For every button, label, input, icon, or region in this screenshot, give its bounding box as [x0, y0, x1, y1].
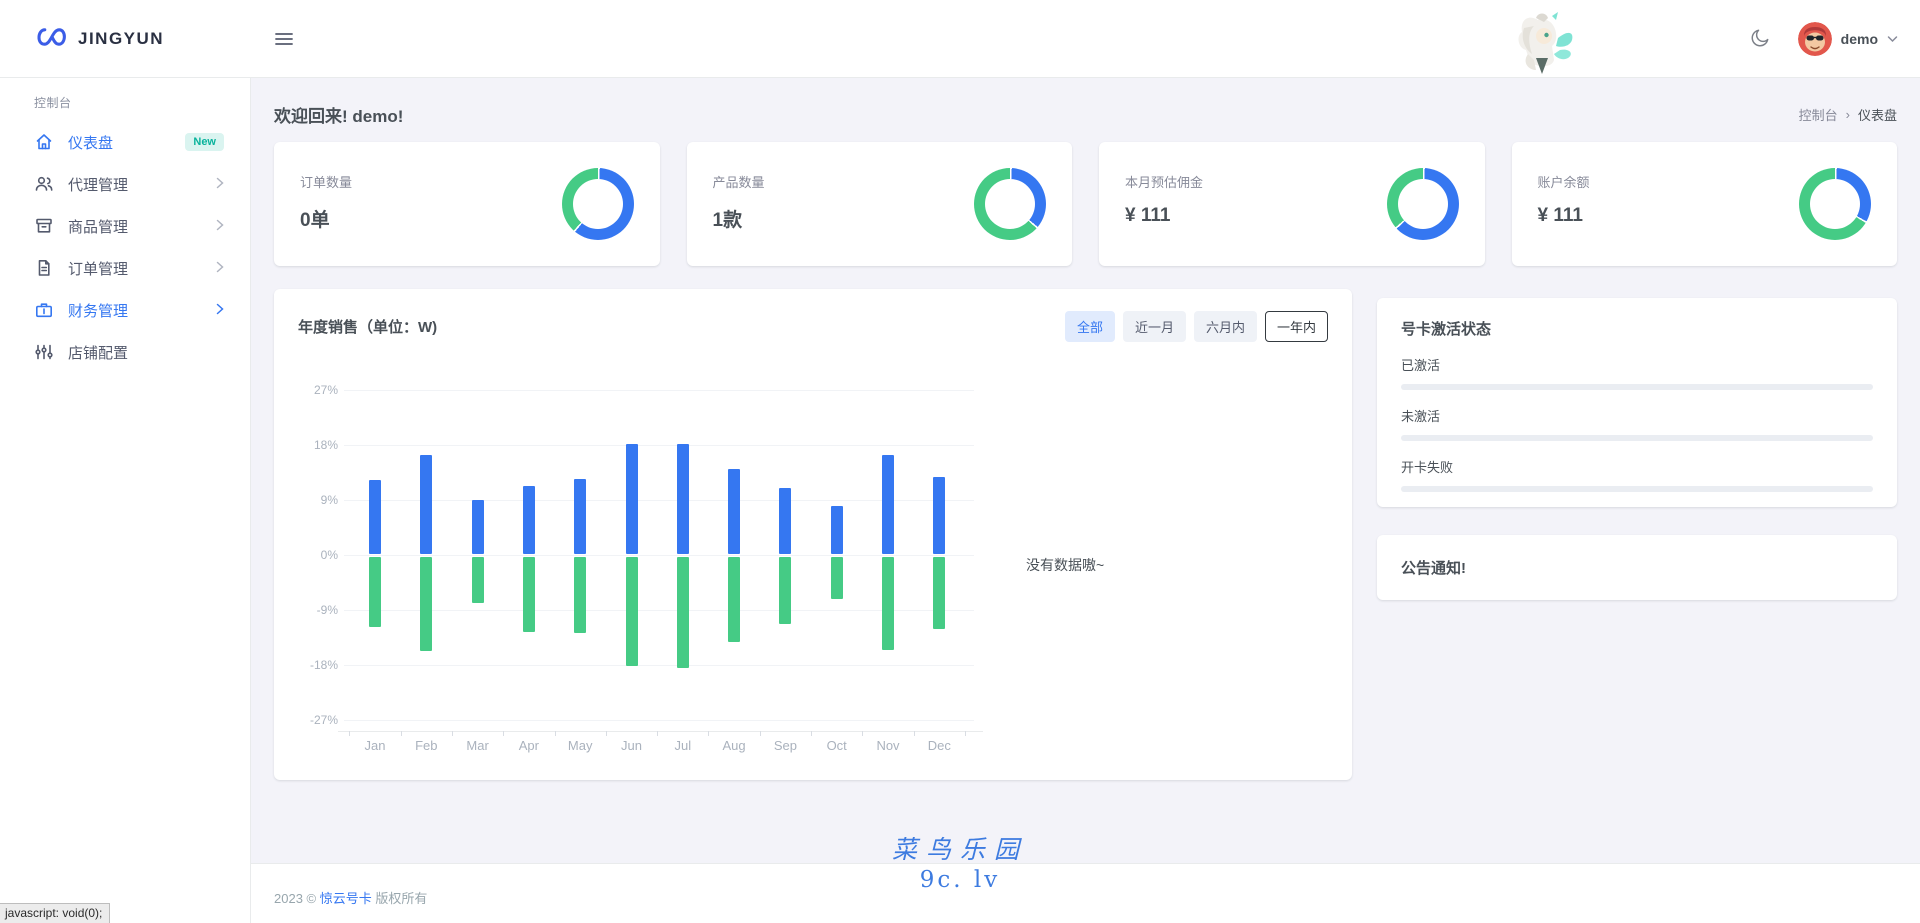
user-name: demo [1840, 31, 1878, 47]
sidebar-item-label: 商品管理 [68, 218, 129, 236]
progress-bar [1401, 435, 1873, 441]
sidebar: 控制台 仪表盘 New 代理管理 商品管理 [0, 78, 251, 923]
chart-filter-group: 全部 近一月 六月内 一年内 [1064, 311, 1328, 342]
user-menu[interactable]: demo [1797, 22, 1898, 56]
annual-sales-bar-chart: 27% 18% 9% 0% -9% -18% -27% Jan Feb Mar Apr May Jun J… [310, 383, 983, 753]
breadcrumb: 控制台 › 仪表盘 [1799, 105, 1897, 124]
chevron-right-icon [216, 218, 224, 235]
stat-label: 本月预估佣金 [1125, 175, 1204, 190]
menu-toggle-button[interactable] [268, 24, 300, 56]
home-icon [34, 132, 54, 152]
users-icon [34, 174, 54, 194]
notice-panel: 公告通知! [1377, 535, 1897, 600]
activation-item-activated: 已激活 [1401, 355, 1873, 390]
sidebar-item-dashboard[interactable]: 仪表盘 New [0, 121, 250, 163]
sidebar-item-label: 代理管理 [68, 176, 129, 194]
stat-card-products: 产品数量 1款 [686, 142, 1072, 266]
sliders-icon [34, 342, 54, 362]
chevron-down-icon [1887, 30, 1898, 48]
panel-title: 号卡激活状态 [1401, 321, 1492, 338]
notice-title: 公告通知! [1401, 560, 1466, 577]
sidebar-item-agents[interactable]: 代理管理 [0, 163, 250, 205]
no-data-text: 没有数据嗷~ [1026, 557, 1105, 573]
copyright-text: 2023 © 惊云号卡 版权所有 [274, 891, 428, 906]
page-head: 欢迎回来! demo! 控制台 › 仪表盘 [274, 94, 1897, 134]
topbar: JINGYUN [0, 0, 1920, 78]
stat-card-commission: 本月预估佣金 ¥ 111 [1099, 142, 1485, 266]
footer: 2023 © 惊云号卡 版权所有 [251, 863, 1920, 923]
new-badge: New [185, 133, 224, 151]
briefcase-icon [34, 300, 54, 320]
box-icon [34, 216, 54, 236]
filter-year-button[interactable]: 一年内 [1264, 311, 1328, 342]
sidebar-nav: 仪表盘 New 代理管理 商品管理 [0, 121, 250, 373]
file-icon [34, 258, 54, 278]
stat-cards-row: 订单数量 0单 产品数量 1款 本月预估佣金 ¥ 111 账户余额 ¥ 111 [274, 142, 1897, 266]
breadcrumb-root[interactable]: 控制台 [1798, 107, 1838, 123]
sidebar-item-label: 店铺配置 [68, 344, 129, 362]
mascot-widget[interactable] [1508, 10, 1576, 76]
anime-girl-mascot [1518, 12, 1573, 74]
chevron-right-icon [216, 176, 224, 193]
card-activation-status: 号卡激活状态 已激活 未激活 开卡失败 [1377, 298, 1897, 507]
activation-item-failed: 开卡失败 [1401, 457, 1873, 492]
sidebar-item-label: 财务管理 [68, 302, 129, 320]
stat-label: 产品数量 [712, 175, 765, 190]
right-column: 号卡激活状态 已激活 未激活 开卡失败 公告通知! [1377, 298, 1897, 600]
annual-sales-card: 年度销售（单位：W) 全部 近一月 六月内 一年内 27% 18% 9% 0% -9% -… [274, 289, 1352, 780]
progress-bar [1401, 384, 1873, 390]
filter-halfyear-button[interactable]: 六月内 [1193, 311, 1257, 342]
breadcrumb-current: 仪表盘 [1857, 107, 1897, 123]
stat-value: ¥ 111 [1125, 205, 1171, 226]
sidebar-item-label: 订单管理 [68, 260, 129, 278]
stat-value: 1款 [712, 210, 743, 231]
filter-all-button[interactable]: 全部 [1064, 311, 1115, 342]
donut-chart [974, 168, 1046, 240]
chevron-right-icon [216, 302, 224, 319]
sidebar-item-shop-config[interactable]: 店铺配置 [0, 331, 250, 373]
stat-value: 0单 [300, 210, 330, 231]
page-title: 欢迎回来! demo! [274, 106, 404, 126]
stat-card-balance: 账户余额 ¥ 111 [1511, 142, 1897, 266]
donut-chart [561, 168, 634, 240]
activation-item-inactive: 未激活 [1401, 406, 1873, 441]
browser-status-bar: javascript: void(0); [0, 903, 111, 923]
stat-label: 订单数量 [300, 175, 353, 190]
content-row: 年度销售（单位：W) 全部 近一月 六月内 一年内 27% 18% 9% 0% -9% -… [274, 289, 1897, 780]
donut-chart [1386, 168, 1459, 240]
brand-name: JINGYUN [78, 29, 165, 48]
chart-title: 年度销售（单位：W) [298, 319, 438, 336]
sidebar-item-finance[interactable]: 财务管理 [0, 289, 250, 331]
filter-month-button[interactable]: 近一月 [1122, 311, 1186, 342]
donut-chart [1799, 168, 1871, 240]
stat-label: 账户余额 [1537, 175, 1590, 190]
sidebar-section-label: 控制台 [34, 96, 72, 110]
brand-footer-link[interactable]: 惊云号卡 [319, 891, 372, 906]
dark-mode-toggle[interactable] [1742, 21, 1778, 57]
cloud-logo-icon [34, 25, 70, 54]
stat-value: ¥ 111 [1537, 205, 1583, 226]
main-content: 欢迎回来! demo! 控制台 › 仪表盘 订单数量 0单 产品数量 1款 本月… [251, 78, 1920, 863]
sidebar-item-products[interactable]: 商品管理 [0, 205, 250, 247]
stat-card-orders: 订单数量 0单 [274, 142, 660, 266]
avatar [1797, 22, 1832, 56]
topbar-actions: demo [1742, 0, 1898, 78]
chevron-right-icon [216, 260, 224, 277]
brand-logo[interactable]: JINGYUN [34, 0, 164, 78]
breadcrumb-separator: › [1845, 106, 1850, 122]
sidebar-item-orders[interactable]: 订单管理 [0, 247, 250, 289]
sidebar-item-label: 仪表盘 [68, 134, 114, 152]
progress-bar [1401, 486, 1873, 492]
